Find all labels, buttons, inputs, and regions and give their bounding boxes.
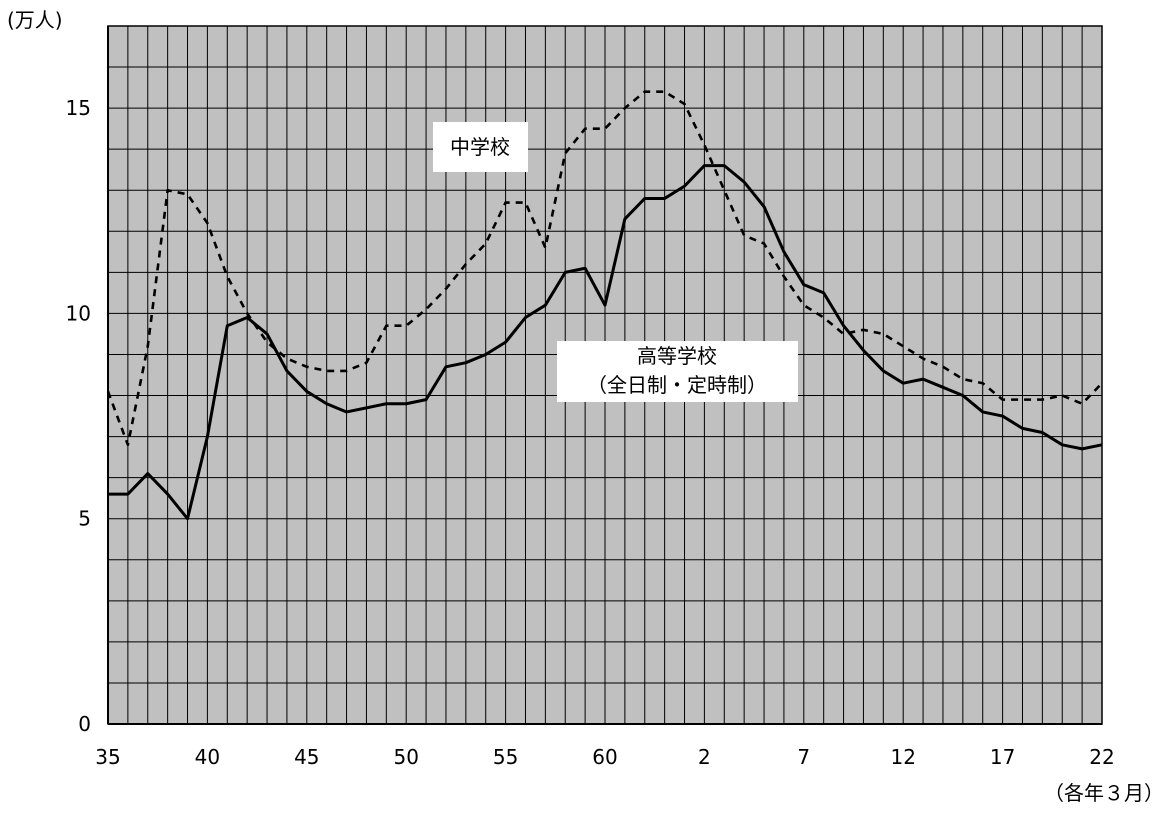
x-tick-label: 22	[1089, 745, 1114, 769]
x-tick-label: 40	[195, 745, 220, 769]
grid-lines	[107, 25, 1103, 725]
x-tick-label: 60	[592, 745, 617, 769]
tick-labels: 0 5 10 15 35 40 45 50 55 60 2 7 12 17 22	[66, 96, 1115, 769]
annotation-high-school: 高等学校 （全日制・定時制）	[557, 341, 798, 402]
y-tick-label: 10	[66, 301, 91, 325]
annotation-text: 中学校	[450, 135, 510, 159]
y-tick-label: 5	[78, 507, 91, 531]
y-axis-unit-label: (万人)	[7, 8, 63, 32]
y-tick-label: 15	[66, 96, 91, 120]
series-layer	[106, 90, 1103, 521]
x-tick-label: 12	[890, 745, 915, 769]
annotation-box	[557, 341, 798, 402]
x-tick-label: 7	[797, 745, 810, 769]
x-tick-label: 2	[698, 745, 711, 769]
annotation-text: （全日制・定時制）	[587, 373, 767, 397]
annotation-box	[433, 122, 528, 172]
axes	[107, 25, 1103, 725]
x-tick-label: 35	[95, 745, 120, 769]
annotation-text: 高等学校	[637, 344, 717, 368]
x-tick-label: 17	[990, 745, 1015, 769]
x-tick-label: 45	[294, 745, 319, 769]
y-tick-label: 0	[78, 712, 91, 736]
x-tick-label: 50	[393, 745, 418, 769]
annotation-middle-school: 中学校	[433, 122, 528, 172]
x-axis-unit-label: （各年３月）	[1044, 781, 1164, 805]
x-tick-label: 55	[493, 745, 518, 769]
